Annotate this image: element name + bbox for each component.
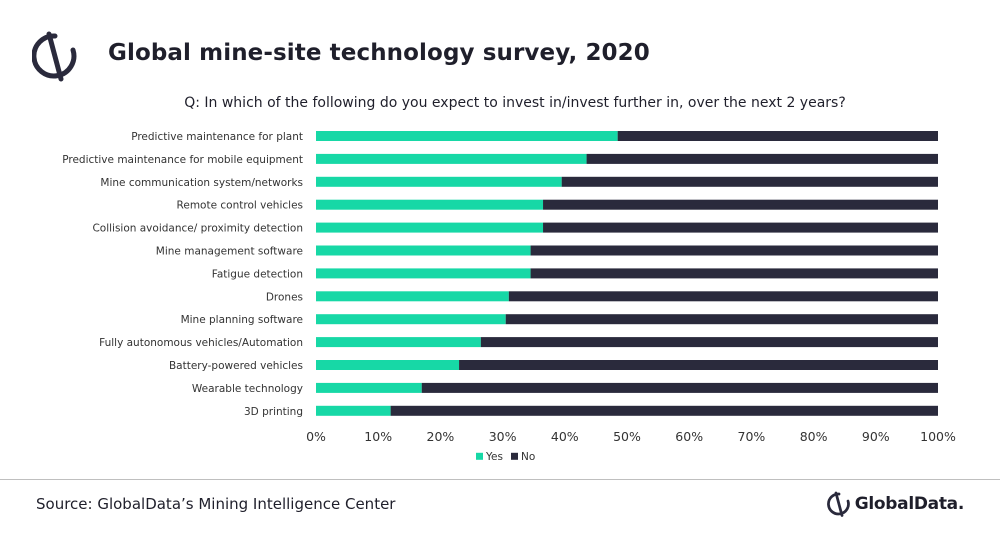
bar-yes-11 <box>316 382 422 393</box>
bar-no-5 <box>530 245 938 256</box>
x-tick-label: 100% <box>920 429 956 444</box>
x-tick-label: 60% <box>675 429 703 444</box>
x-axis-ticks: 0% 10% 20% 30% 40% 50% 60% 70% 80% 90% 100% <box>306 429 956 444</box>
brand-name: GlobalData. <box>854 494 965 514</box>
globaldata-brand-icon <box>826 491 850 517</box>
bar-yes-8 <box>316 314 506 325</box>
category-labels: Predictive maintenance for plant Predicti… <box>62 131 303 418</box>
bar-yes-5 <box>316 245 531 256</box>
category-label: Predictive maintenance for plant <box>131 131 303 143</box>
category-label: Wearable technology <box>192 383 303 395</box>
x-tick-label: 30% <box>489 429 517 444</box>
category-label: Mine communication system/networks <box>100 177 303 189</box>
bar-no-11 <box>421 382 938 393</box>
bar-no-6 <box>530 268 938 279</box>
category-label: Remote control vehicles <box>177 200 303 212</box>
category-label: 3D printing <box>244 406 303 418</box>
bar-no-4 <box>543 222 938 233</box>
legend: Yes No <box>476 451 535 463</box>
bar-no-2 <box>561 176 938 187</box>
x-tick-label: 20% <box>427 429 455 444</box>
bar-no-0 <box>617 131 938 141</box>
footer-divider <box>0 479 1000 480</box>
x-tick-label: 0% <box>306 429 326 444</box>
bar-no-3 <box>543 199 938 210</box>
category-label: Collision avoidance/ proximity detection <box>92 223 303 235</box>
bar-yes-10 <box>316 360 460 370</box>
legend-label-yes: Yes <box>485 451 503 463</box>
bars-group <box>316 131 938 416</box>
bar-no-12 <box>390 405 938 416</box>
x-tick-label: 70% <box>738 429 766 444</box>
bar-no-10 <box>459 360 938 370</box>
x-tick-label: 50% <box>613 429 641 444</box>
bar-yes-6 <box>316 268 531 279</box>
category-label: Predictive maintenance for mobile equipm… <box>62 154 303 166</box>
legend-label-no: No <box>521 451 535 463</box>
category-label: Mine planning software <box>181 314 303 326</box>
bar-no-9 <box>480 337 938 348</box>
source-note: Source: GlobalData’s Mining Intelligence… <box>36 495 396 513</box>
category-label: Drones <box>266 291 303 303</box>
bar-yes-4 <box>316 222 544 233</box>
x-tick-label: 90% <box>862 429 890 444</box>
x-tick-label: 40% <box>551 429 579 444</box>
bar-yes-0 <box>316 131 618 141</box>
bar-no-1 <box>586 153 938 164</box>
bar-no-7 <box>508 291 938 302</box>
bar-yes-9 <box>316 337 481 348</box>
category-label: Fatigue detection <box>212 268 303 280</box>
bar-yes-3 <box>316 199 544 210</box>
brand-logo: GlobalData. <box>826 491 965 517</box>
category-label: Fully autonomous vehicles/Automation <box>99 337 303 349</box>
category-label: Mine management software <box>156 246 303 258</box>
globaldata-logo-icon <box>32 31 77 82</box>
x-tick-label: 10% <box>364 429 392 444</box>
category-label: Battery-powered vehicles <box>169 360 303 372</box>
bar-yes-2 <box>316 176 562 187</box>
legend-swatch-no <box>511 452 518 460</box>
bar-no-8 <box>505 314 938 325</box>
bar-yes-12 <box>316 405 391 416</box>
page-title: Global mine-site technology survey, 2020 <box>108 40 650 66</box>
bar-yes-7 <box>316 291 509 302</box>
survey-question: Q: In which of the following do you expe… <box>184 95 846 111</box>
bar-yes-1 <box>316 153 587 164</box>
stacked-bar-chart: Predictive maintenance for plant Predicti… <box>62 131 956 463</box>
legend-swatch-yes <box>476 452 483 460</box>
x-tick-label: 80% <box>800 429 828 444</box>
